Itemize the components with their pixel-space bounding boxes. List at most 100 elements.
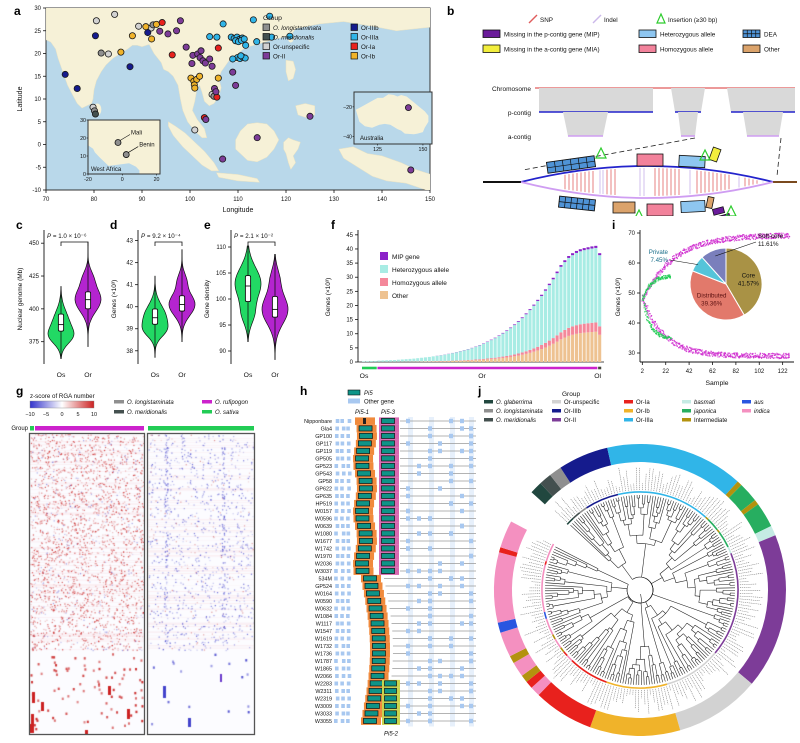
ring-segment-Or-Ib — [590, 710, 681, 736]
curve-point — [648, 315, 650, 317]
curve-point — [679, 254, 681, 256]
curve-point — [686, 347, 689, 349]
curve-point — [698, 246, 701, 249]
branch — [567, 608, 579, 613]
curve-point — [712, 355, 714, 357]
branch — [619, 649, 623, 657]
branch-arc — [700, 525, 703, 528]
branch-arc — [693, 542, 696, 546]
branch — [675, 509, 681, 519]
ring-segment-basmati — [755, 526, 776, 543]
curve-point — [713, 239, 715, 241]
curve-point — [647, 287, 649, 289]
curve-point — [742, 356, 744, 358]
curve-point — [731, 236, 733, 238]
bar-segment — [520, 354, 524, 362]
bar-segment — [547, 285, 551, 341]
curve-point — [778, 357, 780, 359]
tip-label-mark — [737, 563, 759, 569]
curve-point — [692, 348, 694, 350]
sample-label: W0639 — [315, 524, 332, 530]
curve-point — [785, 356, 787, 358]
curve-point — [766, 357, 768, 359]
tip-label-mark — [701, 668, 706, 673]
bar-segment — [528, 309, 532, 311]
curve-point — [646, 313, 648, 315]
branch — [594, 593, 601, 595]
curve-point — [722, 241, 724, 243]
curve-point — [669, 277, 671, 279]
curve-point — [642, 294, 644, 296]
branch-arc — [686, 665, 690, 667]
branch — [609, 544, 616, 552]
curve-point — [754, 238, 757, 240]
curve-point — [647, 305, 649, 307]
curve-point — [670, 260, 672, 262]
curve-point — [740, 355, 742, 357]
curve-point — [673, 344, 675, 347]
pi5-1-gene — [355, 462, 370, 469]
branch — [714, 583, 730, 586]
branch-arc — [609, 627, 614, 631]
branch — [603, 506, 606, 512]
pi5-1-gene — [356, 447, 370, 454]
bar-segment — [590, 331, 594, 362]
curve-point — [719, 238, 721, 240]
pi5-3-gene — [381, 462, 395, 469]
branch — [614, 672, 618, 682]
curve-point — [787, 357, 789, 359]
branch — [716, 558, 726, 563]
other-gene-box — [346, 554, 351, 558]
curve-point — [776, 354, 778, 356]
curve-point — [645, 307, 647, 309]
tip-label-mark — [730, 631, 740, 636]
branch — [674, 544, 695, 562]
legend-swatch — [262, 33, 270, 41]
tip-label-mark — [656, 471, 661, 492]
curve-point — [703, 243, 705, 245]
curve-point — [671, 342, 673, 344]
tip-label-mark — [592, 679, 596, 686]
track-label: Chromosome — [492, 86, 531, 93]
bar-segment — [598, 255, 602, 327]
branch — [610, 619, 619, 630]
pi5-1-gene — [355, 455, 369, 462]
curve-point — [727, 352, 729, 354]
curve-point — [713, 240, 715, 242]
pi5-1-gene — [372, 642, 386, 649]
branch-arc — [602, 505, 605, 508]
branch-arc — [659, 573, 665, 582]
other-gene-box — [346, 539, 351, 543]
other-gene-box — [449, 636, 453, 641]
branch — [551, 620, 563, 625]
curve-point — [761, 357, 763, 359]
curve-point — [765, 234, 767, 236]
bar-segment — [509, 356, 513, 362]
branch-arc — [600, 593, 603, 603]
curve-point — [757, 237, 759, 239]
branch — [678, 506, 687, 521]
tip-label-mark — [554, 501, 571, 518]
curve-point — [754, 233, 756, 235]
tip-label-mark — [660, 687, 666, 706]
curve-point — [727, 238, 729, 240]
curve-point — [670, 262, 673, 264]
curve-point — [705, 245, 707, 247]
curve-point — [783, 357, 785, 359]
curve-point — [749, 354, 751, 356]
curve-point — [666, 277, 668, 279]
bar-segment — [559, 339, 563, 362]
alignment-block — [743, 112, 783, 136]
curve-point — [642, 298, 644, 300]
branch — [553, 558, 558, 561]
curve-point — [645, 294, 647, 296]
branch-arc — [550, 611, 552, 614]
panel-letter-d: d — [110, 218, 118, 232]
curve-point — [656, 326, 658, 328]
tip-label-mark — [585, 485, 594, 502]
curve-point — [764, 237, 766, 240]
curve-point — [656, 326, 658, 328]
pi5-3-gene — [381, 440, 395, 447]
